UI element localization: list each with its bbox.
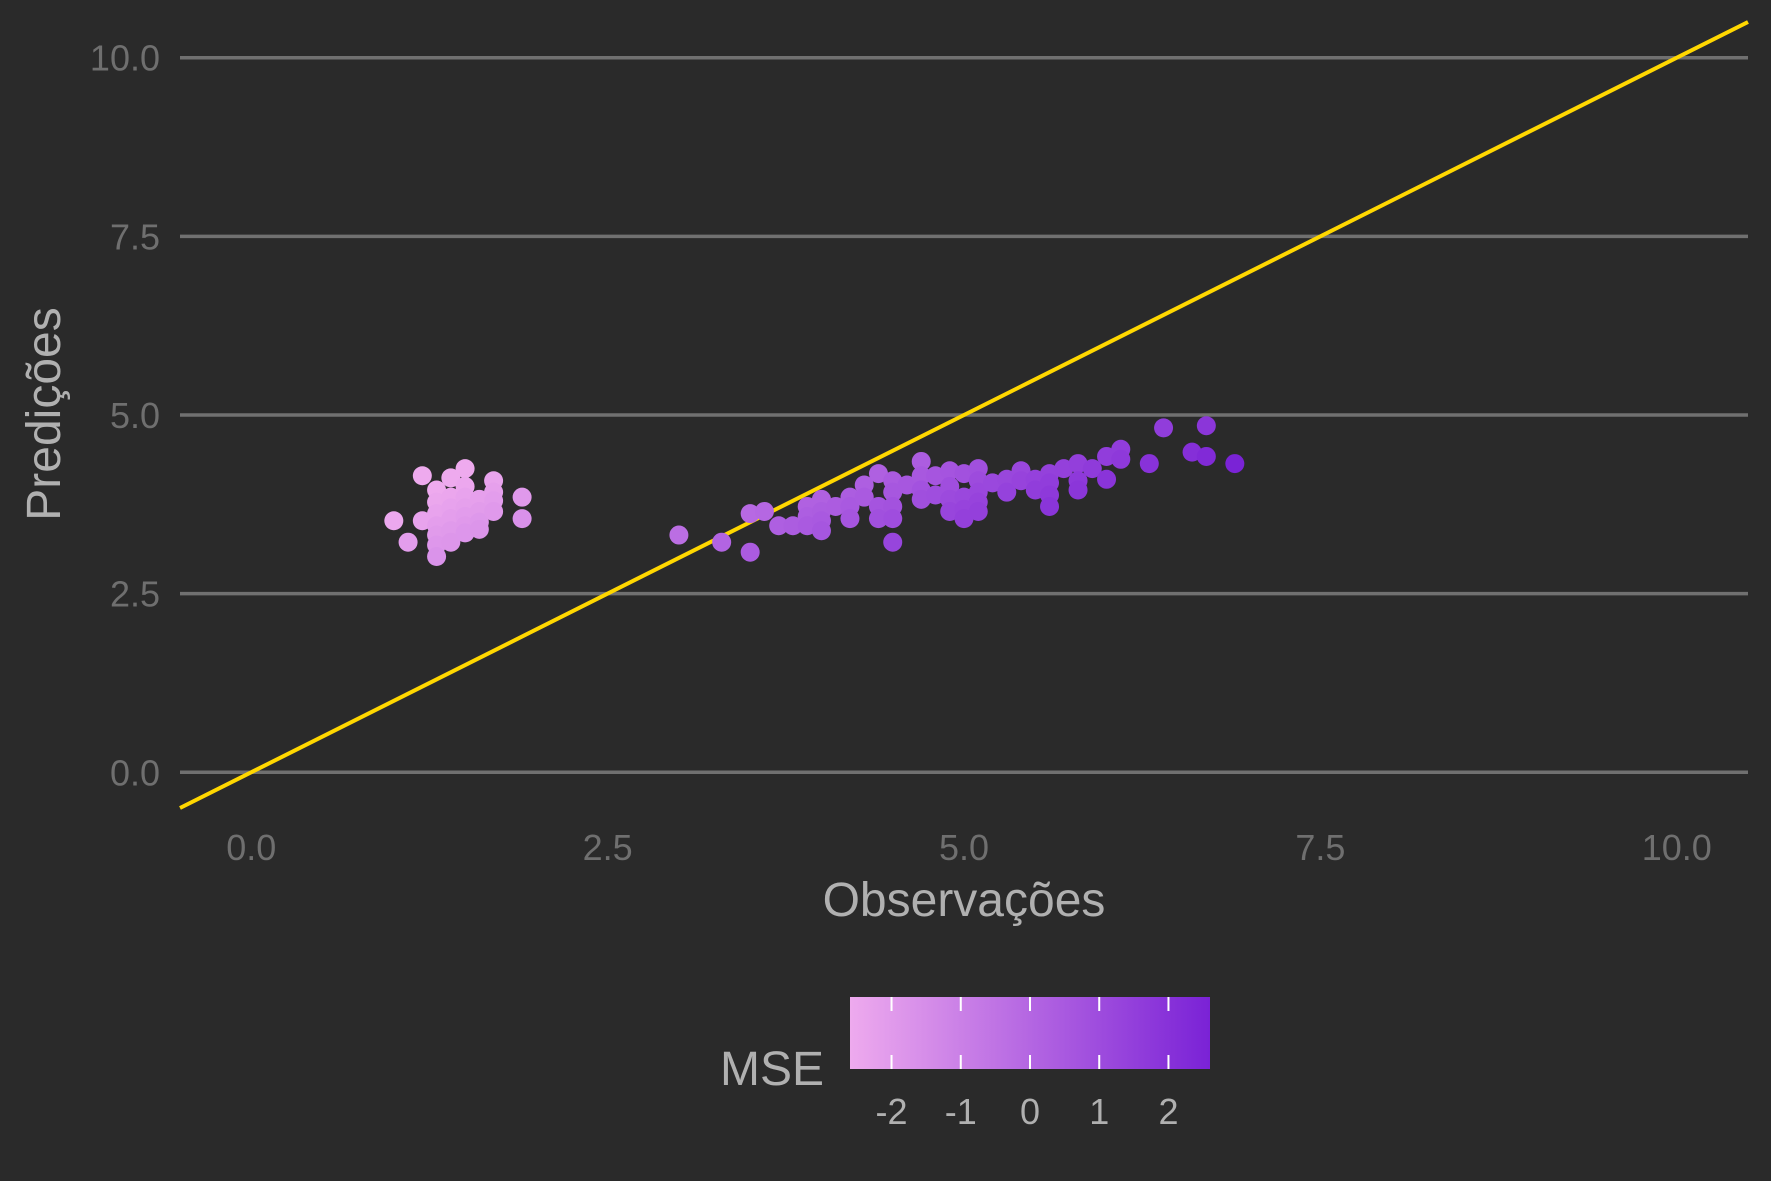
data-point [840, 509, 860, 529]
legend-tick-label: -2 [876, 1091, 908, 1132]
data-point [469, 519, 489, 539]
data-point [1139, 454, 1159, 474]
data-point [1025, 480, 1045, 500]
data-point [854, 487, 874, 507]
data-point [1097, 469, 1117, 489]
data-point [512, 509, 532, 529]
data-point [740, 542, 760, 562]
data-point [883, 482, 903, 502]
x-axis-title: Observações [823, 874, 1106, 927]
x-tick-label: 5.0 [939, 827, 989, 868]
color-legend: MSE -2 -1 0 1 2 [720, 997, 1210, 1132]
legend-title: MSE [720, 1043, 824, 1096]
data-point [1111, 449, 1131, 469]
identity-line [179, 20, 1749, 810]
data-points [384, 416, 1245, 566]
data-point [940, 501, 960, 521]
y-tick-label: 0.0 [110, 752, 160, 793]
x-tick-label: 2.5 [583, 827, 633, 868]
data-point [911, 451, 931, 471]
data-point [1225, 454, 1245, 474]
data-point [897, 475, 917, 495]
data-point [883, 532, 903, 552]
data-point [484, 501, 504, 521]
data-point [754, 501, 774, 521]
data-point [940, 461, 960, 481]
data-point [797, 516, 817, 536]
legend-tick-label: 2 [1158, 1091, 1178, 1132]
y-tick-label: 7.5 [110, 216, 160, 257]
data-point [1154, 418, 1174, 438]
y-tick-label: 2.5 [110, 574, 160, 615]
data-point [1082, 459, 1102, 479]
data-point [398, 532, 418, 552]
x-tick-label: 7.5 [1295, 827, 1345, 868]
x-tick-label: 0.0 [226, 827, 276, 868]
data-point [925, 466, 945, 486]
y-axis-title: Predições [18, 307, 71, 520]
data-point [441, 532, 461, 552]
data-point [954, 464, 974, 484]
data-point [455, 459, 475, 479]
legend-tick-label: 1 [1089, 1091, 1109, 1132]
y-tick-label: 5.0 [110, 395, 160, 436]
data-point [669, 525, 689, 545]
data-point [412, 511, 432, 531]
legend-tick-label: 0 [1020, 1091, 1040, 1132]
x-tick-label: 10.0 [1642, 827, 1712, 868]
data-point [954, 509, 974, 529]
data-point [925, 485, 945, 505]
data-point [740, 504, 760, 524]
legend-ticks: -2 -1 0 1 2 [876, 997, 1178, 1132]
data-point [412, 466, 432, 486]
data-point [968, 501, 988, 521]
y-tick-label: 10.0 [90, 38, 160, 79]
data-point [1068, 454, 1088, 474]
data-point [1040, 496, 1060, 516]
legend-tick-label: -1 [945, 1091, 977, 1132]
data-point [769, 516, 789, 536]
data-point [441, 468, 461, 488]
y-axis-ticks: 0.0 2.5 5.0 7.5 10.0 [90, 38, 160, 794]
data-point [1068, 480, 1088, 500]
data-point [512, 487, 532, 507]
data-point [911, 466, 931, 486]
data-point [427, 546, 447, 566]
data-point [712, 532, 732, 552]
data-point [783, 516, 803, 536]
data-point [883, 509, 903, 529]
data-point [1196, 446, 1216, 466]
data-point [997, 482, 1017, 502]
data-point [826, 496, 846, 516]
data-point [911, 489, 931, 509]
data-point [1182, 442, 1202, 462]
data-point [1097, 446, 1117, 466]
x-axis-ticks: 0.0 2.5 5.0 7.5 10.0 [226, 827, 1712, 868]
data-point [868, 464, 888, 484]
data-point [1196, 416, 1216, 436]
data-point [1054, 459, 1074, 479]
data-point [384, 511, 404, 531]
data-point [868, 509, 888, 529]
data-point [811, 521, 831, 541]
data-point [983, 473, 1003, 493]
data-point [1011, 471, 1031, 491]
data-point [455, 523, 475, 543]
